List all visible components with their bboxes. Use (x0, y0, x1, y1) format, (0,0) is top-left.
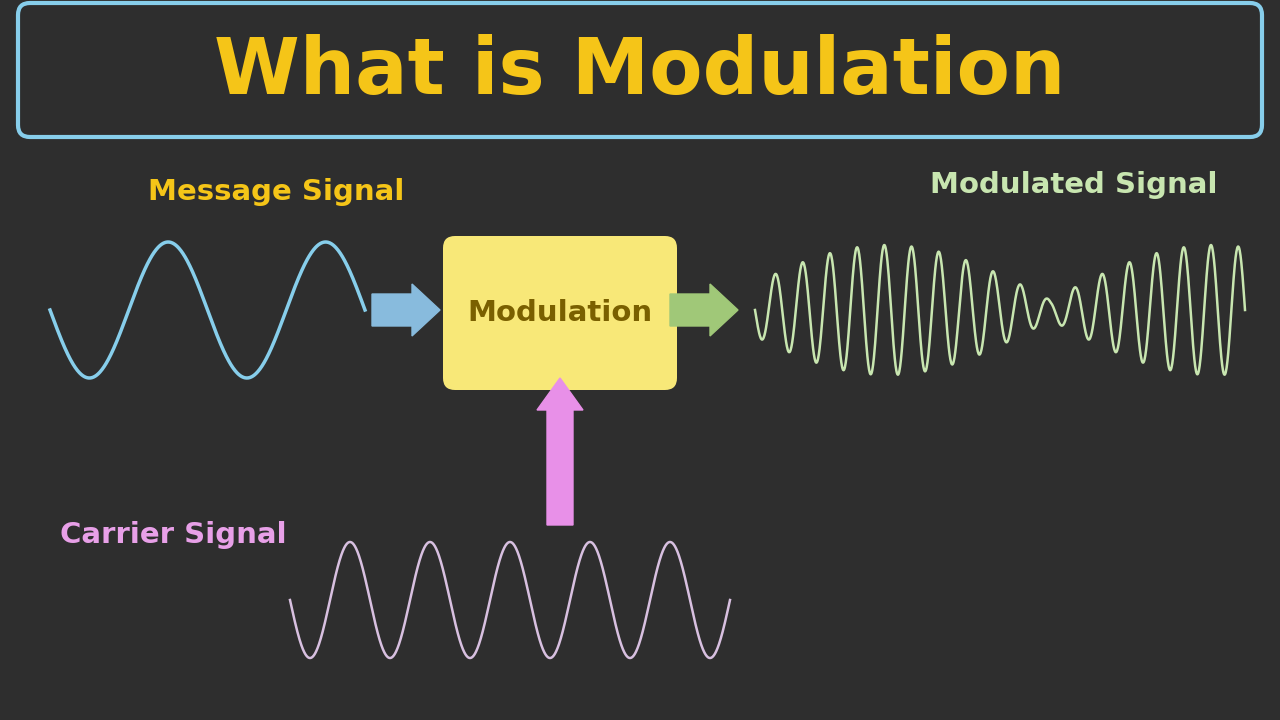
Text: Modulated Signal: Modulated Signal (931, 171, 1217, 199)
FancyBboxPatch shape (443, 236, 677, 390)
FancyArrow shape (372, 284, 440, 336)
FancyBboxPatch shape (18, 3, 1262, 137)
FancyArrow shape (669, 284, 739, 336)
Text: Message Signal: Message Signal (148, 178, 404, 206)
Text: What is Modulation: What is Modulation (214, 34, 1066, 110)
Text: Carrier Signal: Carrier Signal (60, 521, 287, 549)
FancyArrow shape (538, 378, 582, 525)
Text: Modulation: Modulation (467, 299, 653, 327)
